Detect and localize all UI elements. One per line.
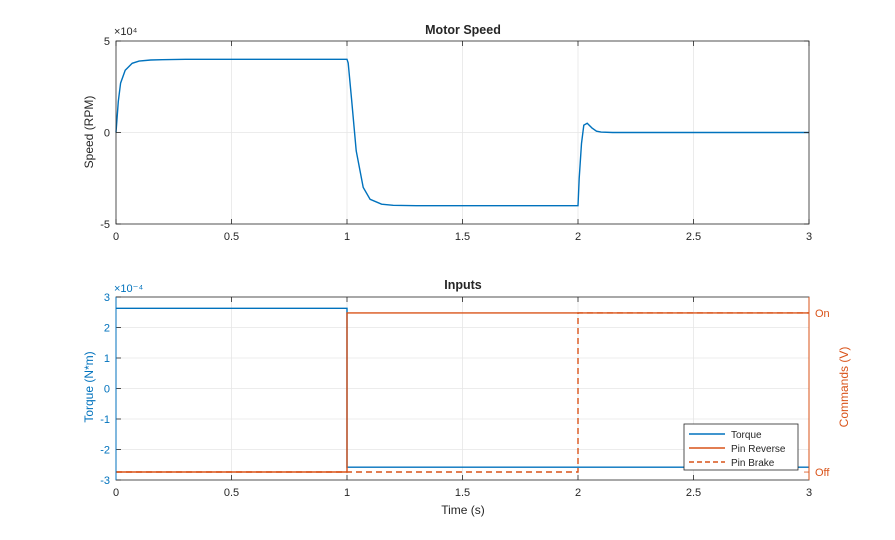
inputs-legend: Torque Pin Reverse Pin Brake xyxy=(683,423,799,471)
legend-label-pin-brake: Pin Brake xyxy=(731,458,775,469)
x-tick-label: 2.5 xyxy=(686,231,701,243)
inputs-lines xyxy=(116,307,809,473)
y-tick-label: -5 xyxy=(100,219,110,231)
inputs-ylabel-right: Commands (V) xyxy=(837,347,851,428)
right-tick-label: Off xyxy=(815,467,830,479)
x-tick-label: 0 xyxy=(113,231,119,243)
motor-speed-axes: 0 0.5 1 1.5 2 2.5 3 50-5 Motor Speed ×10⁴ Spee… xyxy=(82,23,812,243)
motor-speed-y-ticks: 5 0 -5 xyxy=(100,36,809,231)
legend-label-torque: Torque xyxy=(731,430,762,441)
x-tick-label: 1 xyxy=(344,231,350,243)
x-tick-label: 3 xyxy=(806,231,812,243)
inputs-title: Inputs xyxy=(444,278,482,292)
x-tick-label: 2 xyxy=(575,487,581,499)
inputs-axes: 0 0.5 1 1.5 2 2.5 3 3 2 1 0 -1 -2 -3 On Off Inputs ×1… xyxy=(82,278,851,517)
y-tick-label: 0 xyxy=(104,128,110,140)
y-tick-label: -1 xyxy=(100,414,110,426)
y-tick-label: -3 xyxy=(100,475,110,487)
inputs-y-ticks: 3 2 1 0 -1 -2 -3 xyxy=(100,292,121,487)
x-tick-label: 0 xyxy=(113,487,119,499)
x-tick-label: 3 xyxy=(806,487,812,499)
inputs-x-ticks: 0 0.5 1 1.5 2 2.5 3 xyxy=(113,297,812,499)
motor-speed-title: Motor Speed xyxy=(425,23,501,37)
y-tick-label: 1 xyxy=(104,353,110,365)
series-line-speed-0 xyxy=(115,58,809,207)
series-line-pin-brake xyxy=(116,312,809,473)
legend-label-pin-reverse: Pin Reverse xyxy=(731,444,786,455)
y-tick-label: 0 xyxy=(104,384,110,396)
x-tick-label: 2 xyxy=(575,231,581,243)
x-tick-label: 0.5 xyxy=(224,487,239,499)
legend-box xyxy=(683,423,799,471)
inputs-exponent-label: ×10⁻⁴ xyxy=(114,283,143,295)
x-tick-label: 2.5 xyxy=(686,487,701,499)
y-tick-label: 5 xyxy=(104,36,110,48)
inputs-xlabel: Time (s) xyxy=(441,503,485,517)
x-tick-label: 1.5 xyxy=(455,487,470,499)
y-tick-label: -2 xyxy=(100,445,110,457)
x-tick-label: 1 xyxy=(344,487,350,499)
right-tick-label: On xyxy=(815,308,830,320)
motor-speed-lines xyxy=(115,58,809,207)
inputs-right-ticks: On Off xyxy=(115,297,830,480)
motor-speed-ylabel: Speed (RPM) xyxy=(82,96,96,169)
y-tick-label: 2 xyxy=(104,323,110,335)
x-tick-label: 0.5 xyxy=(224,231,239,243)
x-tick-label: 1.5 xyxy=(455,231,470,243)
motor-speed-exponent-label: ×10⁴ xyxy=(114,26,138,38)
y-tick-label: 3 xyxy=(104,292,110,304)
inputs-ylabel-left: Torque (N*m) xyxy=(82,351,96,422)
motor-speed-x-ticks: 0 0.5 1 1.5 2 2.5 3 xyxy=(113,41,812,243)
